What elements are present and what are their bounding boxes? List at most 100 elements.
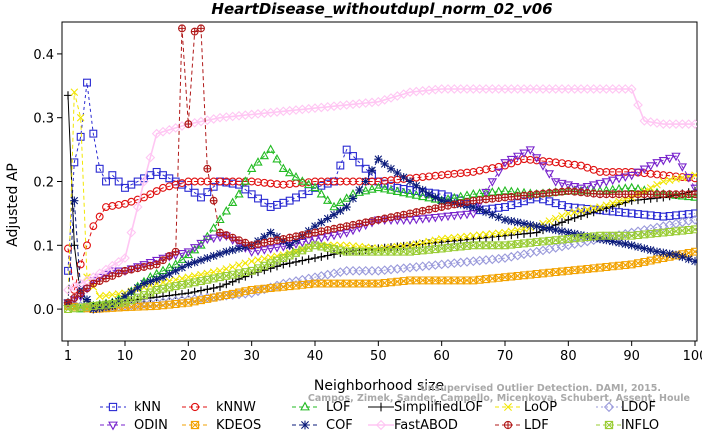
data-point-INFLO [298, 246, 307, 255]
data-point-KDEOS [330, 279, 338, 288]
data-point-SimplifiedLOF [557, 218, 567, 227]
data-point-INFLO [209, 274, 218, 283]
data-point-LoOP [285, 249, 294, 257]
data-point-ODIN [132, 263, 143, 272]
data-point-KDEOS [171, 300, 180, 308]
data-point-LOF [265, 144, 276, 153]
data-point-LoOP [469, 231, 478, 240]
data-point-FastABOD [563, 84, 574, 94]
y-tick-label: 0.3 [33, 112, 54, 127]
legend-item-kNN: kNN [100, 400, 161, 415]
data-point-COF [329, 210, 339, 219]
data-point-LDF [450, 200, 459, 209]
data-point-KDEOS [387, 278, 395, 287]
data-point-LDF [368, 217, 376, 225]
data-point-LDF [64, 298, 72, 307]
series-FastABOD [63, 84, 697, 295]
data-point-COF [519, 219, 529, 228]
data-point-FastABOD [481, 84, 491, 94]
data-point-INFLO [165, 283, 174, 292]
data-point-LDF [184, 120, 193, 128]
data-point-INFLO [665, 227, 674, 236]
data-point-LDF [488, 194, 497, 203]
data-point-LoOP [260, 254, 269, 263]
legend-label: COF [326, 418, 353, 433]
data-point-INFLO [634, 231, 642, 240]
data-point-LDF [684, 190, 693, 199]
data-point-COF [513, 218, 522, 227]
data-point-FastABOD [588, 84, 599, 94]
data-point-SimplifiedLOF [203, 285, 212, 294]
data-point-KDEOS [292, 281, 300, 290]
legend-label: LOF [326, 400, 351, 415]
legend-label: INFLO [621, 418, 659, 433]
data-point-KDEOS [482, 275, 490, 284]
data-point-COF [589, 233, 598, 242]
data-point-ODIN [633, 168, 643, 178]
data-point-kNNW [76, 260, 85, 269]
data-point-INFLO [292, 249, 300, 257]
data-point-SimplifiedLOF [576, 211, 586, 221]
legend-marker-kNNW [190, 402, 200, 412]
data-point-LDF [551, 188, 560, 197]
data-point-COF [317, 218, 326, 227]
data-point-FastABOD [120, 253, 130, 263]
data-point-INFLO [437, 244, 446, 253]
data-point-INFLO [640, 230, 649, 239]
data-point-FastABOD [455, 84, 466, 94]
data-point-FastABOD [101, 264, 111, 275]
data-point-INFLO [507, 240, 516, 249]
data-point-LDF [374, 215, 383, 224]
data-point-LDF [254, 240, 262, 248]
data-point-INFLO [241, 268, 250, 277]
data-point-FastABOD [677, 119, 688, 129]
data-point-LDF [558, 187, 566, 196]
data-point-INFLO [412, 247, 421, 255]
data-point-LOF [367, 184, 377, 193]
data-point-LDF [355, 219, 364, 228]
data-point-ODIN [405, 216, 415, 226]
data-point-FastABOD [75, 278, 86, 289]
data-point-COF [602, 236, 611, 245]
data-point-KDEOS [228, 289, 237, 298]
data-point-COF [127, 288, 136, 297]
data-point-LOF [341, 193, 352, 202]
data-point-COF [291, 236, 301, 245]
data-point-ODIN [626, 171, 637, 181]
data-point-COF [171, 266, 180, 275]
data-point-ODIN [424, 214, 434, 224]
data-point-LDF [393, 212, 402, 220]
data-point-LDF [349, 221, 357, 229]
data-point-kNNW [95, 212, 104, 221]
data-point-KDEOS [475, 275, 484, 284]
legend-label: LoOP [524, 400, 557, 415]
data-point-LDF [545, 189, 554, 197]
series-line-SimplifiedLOF [67, 95, 696, 307]
data-point-FastABOD [506, 84, 517, 94]
data-point-LDF [418, 206, 427, 215]
data-point-KDEOS [209, 293, 218, 302]
data-point-KDEOS [691, 247, 697, 256]
data-point-kNN [355, 158, 364, 167]
data-point-SimplifiedLOF [564, 215, 573, 224]
data-point-kNN [241, 185, 250, 194]
data-point-ODIN [690, 184, 697, 194]
data-point-LoOP [494, 229, 503, 237]
data-point-COF [678, 252, 687, 262]
data-point-LDF [216, 228, 224, 237]
data-point-INFLO [184, 279, 193, 288]
data-point-SimplifiedLOF [215, 282, 225, 291]
data-point-LDOF [354, 265, 365, 276]
data-point-LOF [278, 163, 289, 173]
legend-item-kNNW: kNNW [182, 400, 256, 415]
data-point-LDF [241, 238, 250, 247]
x-tick-label: 70 [497, 349, 514, 364]
data-point-COF [152, 275, 161, 284]
data-point-KDEOS [304, 280, 313, 289]
data-point-LDF [266, 237, 275, 246]
data-point-LDF [298, 231, 307, 239]
legend-label: SimplifiedLOF [394, 400, 483, 415]
data-point-ODIN [265, 245, 276, 254]
data-point-FastABOD [607, 84, 618, 94]
data-point-KDEOS [545, 268, 554, 277]
